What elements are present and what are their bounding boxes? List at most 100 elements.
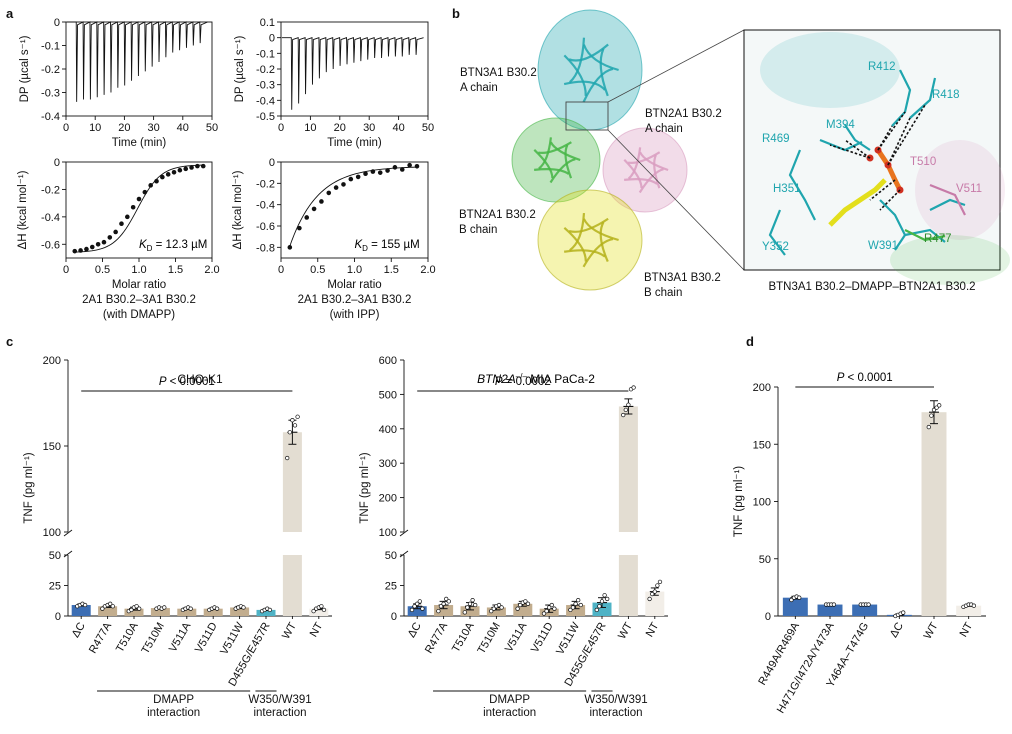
btn3a1-a-ribbon <box>568 37 586 84</box>
data-point <box>392 165 398 170</box>
y-tick-label: -0.3 <box>256 80 275 92</box>
replicate-point <box>647 596 652 602</box>
y-tick-label: -0.4 <box>41 212 60 224</box>
x-tick-label: WT <box>616 620 635 641</box>
residue-stick <box>879 199 907 251</box>
bar <box>921 412 947 616</box>
x-tick-label: V511D <box>193 620 220 654</box>
replicate-point <box>831 602 837 607</box>
btn3a1-b-ribbon <box>563 249 606 258</box>
replicate-point <box>866 602 871 607</box>
replicate-point <box>597 604 602 609</box>
data-point <box>72 248 78 254</box>
x-tick-label: 50 <box>206 122 218 134</box>
bar <box>486 607 506 616</box>
replicate-point <box>489 608 494 614</box>
btn2a1-b-ribbon <box>538 141 572 154</box>
x-tick-label: ΔC <box>888 620 906 639</box>
residue-stick <box>788 149 816 221</box>
replicate-point <box>446 599 451 604</box>
x-tick-label: 0 <box>63 264 69 276</box>
x-tick-label: T510M <box>475 621 503 657</box>
y-tick-label: 400 <box>379 424 397 436</box>
btn2a1-b-ribbon <box>549 158 576 184</box>
replicate-point <box>441 601 446 606</box>
x-tick-label: 1.5 <box>168 264 183 276</box>
btn3a1-a-ribbon <box>568 43 609 62</box>
data-point <box>189 165 194 170</box>
y-tick-label: 200 <box>379 493 397 505</box>
y-axis-title: DP (µcal s⁻¹) <box>234 35 246 102</box>
x-tick-label: V511D <box>529 620 556 654</box>
x-tick-label: NT <box>308 620 326 639</box>
replicate-point <box>971 603 977 608</box>
replicate-point <box>214 606 220 611</box>
replicate-point <box>417 599 422 604</box>
inset-frame <box>743 29 1001 271</box>
x-tick-label: 40 <box>177 122 189 134</box>
replicate-point <box>110 604 115 609</box>
y-tick-label: 50 <box>385 550 397 562</box>
btn3a1-a-ribbon <box>582 44 619 72</box>
bar <box>956 605 982 616</box>
data-point <box>355 174 361 180</box>
residue-label: T510 <box>910 156 936 168</box>
dmapp-ligand <box>828 178 887 227</box>
replicate-point <box>311 608 316 614</box>
x-axis-title-line: Molar ratio <box>112 279 166 291</box>
x-axis-title-line: (with DMAPP) <box>103 309 175 321</box>
x-axis-title-line: 2A1 B30.2–3A1 B30.2 <box>82 294 196 306</box>
bar <box>309 608 329 616</box>
bar <box>618 406 638 532</box>
axis-break <box>63 550 73 558</box>
y-tick-label: -0.8 <box>256 242 275 254</box>
x-tick-label: 30 <box>363 122 375 134</box>
y-tick-label: 200 <box>43 355 61 367</box>
data-point <box>101 239 107 245</box>
replicate-point <box>462 610 467 615</box>
btn2a1-a-ribbon <box>627 147 642 180</box>
x-axis-title: Time (min) <box>327 137 382 149</box>
p-value: < 0.0001 <box>844 372 892 384</box>
replicate-point <box>547 605 552 610</box>
x-tick-label: 20 <box>118 122 130 134</box>
group-label: interaction <box>483 707 536 719</box>
btn3a1-a-ribbon <box>563 80 606 91</box>
y-tick-label: -0.5 <box>256 111 275 123</box>
kd-label: KD = 12.3 µM <box>139 239 207 253</box>
replicate-point <box>496 602 502 608</box>
replicate-point <box>789 597 794 603</box>
data-point <box>370 169 376 174</box>
y-tick-label: -0.2 <box>41 64 60 76</box>
replicate-point <box>100 606 105 611</box>
y-axis-title: ΔH (kcal mol⁻¹) <box>232 170 244 249</box>
bar <box>150 608 170 616</box>
x-tick-label: T510A <box>114 620 141 655</box>
replicate-point <box>491 606 496 611</box>
y-tick-label: -0.6 <box>41 239 60 251</box>
btn2a1-b-surface <box>511 117 601 203</box>
bar <box>434 605 454 616</box>
x-tick-label: 30 <box>147 122 159 134</box>
y-tick-label: 0.1 <box>260 17 275 29</box>
data-point <box>113 229 118 235</box>
x-tick-label: V511W <box>218 620 246 657</box>
replicate-point <box>292 423 298 428</box>
replicate-point <box>420 606 425 611</box>
replicate-point <box>523 599 528 604</box>
btn2a1-a-surface <box>602 127 688 213</box>
replicate-point <box>544 608 549 614</box>
hydrogen-bond <box>887 104 926 166</box>
replicate-point <box>415 601 420 606</box>
y-tick-label: 50 <box>759 554 771 566</box>
data-point <box>125 214 130 220</box>
replicate-point <box>578 602 583 608</box>
btn3a1-b-ribbon <box>563 227 587 262</box>
y-tick-label: -0.4 <box>41 111 60 123</box>
inset-shade <box>890 235 1010 285</box>
y-tick-label: 300 <box>379 458 397 470</box>
x-tick-label: T510A <box>450 620 477 655</box>
replicate-point <box>657 579 663 584</box>
replicate-point <box>573 601 578 606</box>
y-tick-label: 0 <box>269 157 275 169</box>
